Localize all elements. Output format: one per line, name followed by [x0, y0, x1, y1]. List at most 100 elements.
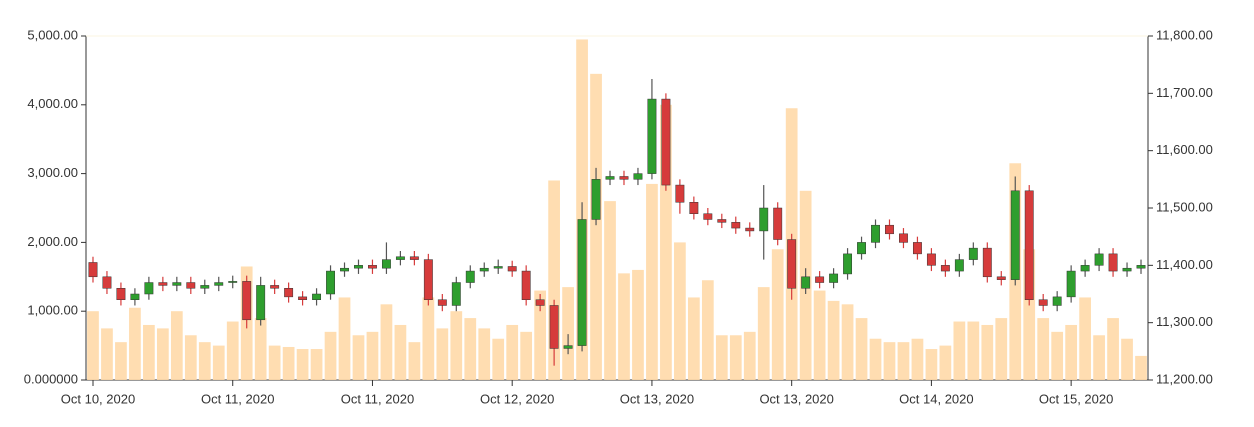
volume-bar	[869, 338, 882, 380]
candle-body	[354, 265, 363, 269]
candle-body	[130, 293, 140, 300]
volume-bar	[310, 349, 323, 380]
volume-bar	[604, 201, 616, 380]
candle-body	[549, 305, 559, 349]
volume-bar	[953, 321, 966, 380]
candle-body	[368, 265, 377, 269]
y2-tick-label: 11,200.00	[1156, 371, 1213, 386]
volume-bar	[981, 324, 994, 380]
volume-bar	[506, 324, 519, 380]
candle-body	[996, 276, 1006, 280]
volume-bar	[925, 349, 938, 380]
volume-bar	[660, 104, 672, 381]
volume-bar	[408, 342, 421, 380]
candle-body	[633, 173, 643, 180]
y-tick-label: 1,000.00	[27, 303, 78, 318]
volume-bar	[967, 321, 980, 380]
candle-body	[661, 98, 671, 186]
y-tick-label: 2,000.00	[27, 234, 78, 249]
volume-bar	[646, 183, 658, 380]
volume-bar	[380, 304, 393, 380]
volume-bar	[757, 287, 770, 380]
volume-bar	[562, 287, 574, 380]
candle-body	[871, 224, 880, 243]
volume-bar	[324, 331, 337, 380]
candle-body	[857, 242, 866, 255]
candle-body	[605, 176, 615, 180]
volume-bar	[268, 345, 281, 380]
candle-body	[717, 219, 727, 223]
candle-body	[926, 253, 936, 266]
candle-body	[1122, 267, 1132, 272]
volume-bar	[883, 342, 896, 380]
candle-body	[982, 247, 992, 278]
volume-bar	[254, 318, 267, 380]
volume-bar	[338, 297, 351, 380]
candle-body	[619, 176, 629, 180]
volume-bar	[478, 328, 491, 380]
candle-body	[479, 267, 489, 272]
volume-bar	[995, 318, 1008, 380]
volume-bar	[743, 331, 756, 380]
x-tick-label: Oct 13, 2020	[759, 391, 833, 406]
candle-body	[214, 282, 224, 286]
candle-body	[954, 259, 964, 272]
volume-bar	[855, 318, 868, 380]
candle-body	[312, 293, 322, 300]
volume-bar	[87, 311, 99, 380]
volume-bar	[715, 335, 728, 380]
candle-body	[940, 265, 950, 272]
x-tick-label: Oct 12, 2020	[480, 391, 554, 406]
candle-body	[1080, 265, 1090, 272]
candle-body	[270, 285, 280, 289]
candle-body	[968, 247, 978, 260]
volume-bar	[1121, 338, 1133, 380]
candle-body	[899, 233, 908, 243]
candle-body	[507, 266, 517, 272]
candle-body	[256, 285, 266, 321]
volume-bar	[897, 342, 910, 380]
candle-body	[1052, 296, 1062, 306]
volume-bar	[1037, 318, 1050, 380]
candle-body	[745, 227, 755, 232]
x-tick-label: Oct 14, 2020	[899, 391, 973, 406]
candle-body	[535, 299, 545, 306]
candle-body	[829, 273, 839, 283]
candle-body	[1094, 253, 1104, 266]
volume-bar	[618, 273, 630, 380]
y-tick-label: 4,000.00	[27, 96, 78, 111]
candle-body	[1010, 190, 1020, 280]
candle-body	[451, 282, 461, 306]
candle-body	[493, 266, 503, 269]
candle-body	[465, 270, 475, 283]
candle-body	[228, 281, 238, 283]
volume-bar	[170, 311, 183, 380]
candle-body	[298, 296, 308, 300]
volume-bar	[115, 342, 127, 380]
x-tick-label: Oct 10, 2020	[61, 391, 135, 406]
y-tick-label: 5,000.00	[27, 27, 78, 42]
candle-body	[843, 253, 853, 275]
volume-bar	[911, 338, 924, 380]
volume-bar	[450, 311, 463, 380]
y2-tick-label: 11,300.00	[1156, 314, 1213, 329]
candle-body	[242, 281, 252, 321]
volume-bar	[1023, 249, 1036, 380]
candle-body	[815, 276, 825, 283]
x-tick-label: Oct 13, 2020	[620, 391, 694, 406]
volume-bar	[366, 331, 379, 380]
y2-tick-label: 11,500.00	[1156, 199, 1213, 214]
y2-tick-label: 11,800.00	[1156, 27, 1213, 42]
candle-body	[773, 207, 783, 240]
candle-body	[647, 98, 657, 174]
volume-bar	[101, 328, 113, 380]
x-tick-label: Oct 15, 2020	[1039, 391, 1113, 406]
y2-tick-label: 11,600.00	[1156, 142, 1213, 157]
volume-bar	[464, 318, 477, 380]
candle-body	[172, 282, 182, 286]
candle-body	[326, 270, 335, 295]
volume-bar	[534, 290, 547, 380]
volume-bar	[771, 249, 784, 380]
volume-bar	[422, 297, 435, 380]
